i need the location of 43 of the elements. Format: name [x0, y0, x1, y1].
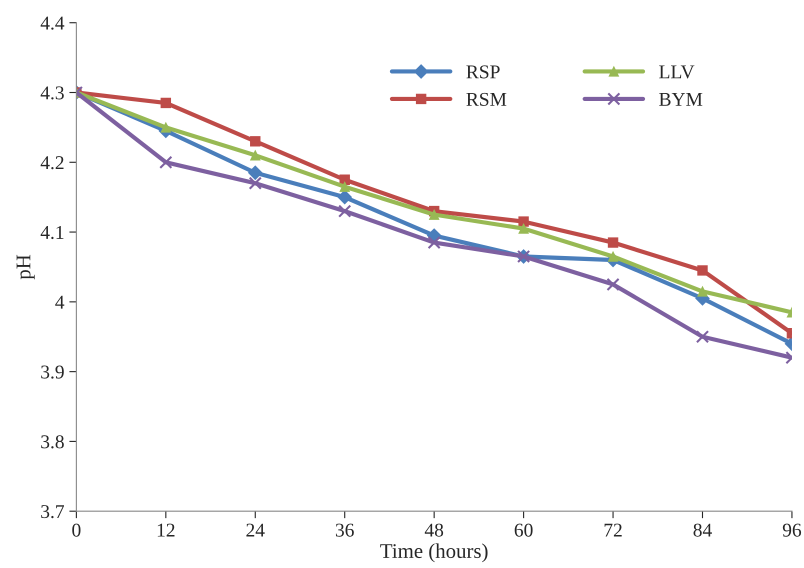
y-axis-title: pH	[16, 254, 35, 280]
point	[160, 122, 172, 133]
legend-label: RSP	[466, 65, 500, 78]
point	[250, 150, 260, 161]
x-tick-label: 72	[604, 524, 622, 536]
point	[250, 136, 260, 147]
point	[697, 286, 708, 297]
point	[338, 204, 352, 218]
point	[518, 216, 529, 227]
point	[340, 182, 350, 192]
y-tick-label: 4	[55, 296, 64, 309]
x-tick-label: 24	[246, 524, 265, 536]
y-tick-label: 4.4	[40, 16, 64, 30]
y-tick-label: 4.2	[40, 156, 64, 170]
y-tick-label: 4.1	[40, 226, 64, 240]
point	[159, 156, 172, 169]
point	[428, 236, 441, 250]
point	[697, 265, 708, 276]
x-tick-label: 12	[158, 524, 174, 536]
point	[696, 330, 710, 344]
legend-label: LLV	[659, 66, 694, 79]
point	[160, 98, 172, 108]
x-tick-label: 96	[782, 524, 802, 537]
point	[248, 166, 262, 180]
y-tick-label: 3.7	[41, 505, 64, 518]
point	[428, 209, 440, 220]
x-tick-label: 60	[514, 524, 533, 537]
y-tick-label: 3.9	[41, 366, 64, 379]
legend-label: BYM	[659, 92, 702, 106]
x-tick-label: 0	[72, 524, 80, 537]
point	[518, 223, 529, 234]
x-tick-label: 48	[424, 524, 444, 537]
legend-label: RSM	[466, 92, 506, 106]
point	[608, 237, 618, 248]
x-axis-title: Time (hours)	[380, 543, 488, 562]
y-tick-label: 3.8	[41, 435, 64, 448]
x-tick-label: 36	[336, 524, 354, 537]
point	[337, 190, 352, 204]
point	[608, 251, 618, 262]
point	[606, 278, 620, 292]
x-tick-label: 84	[694, 524, 712, 537]
y-tick-label: 4.3	[40, 86, 64, 100]
point	[248, 176, 262, 190]
